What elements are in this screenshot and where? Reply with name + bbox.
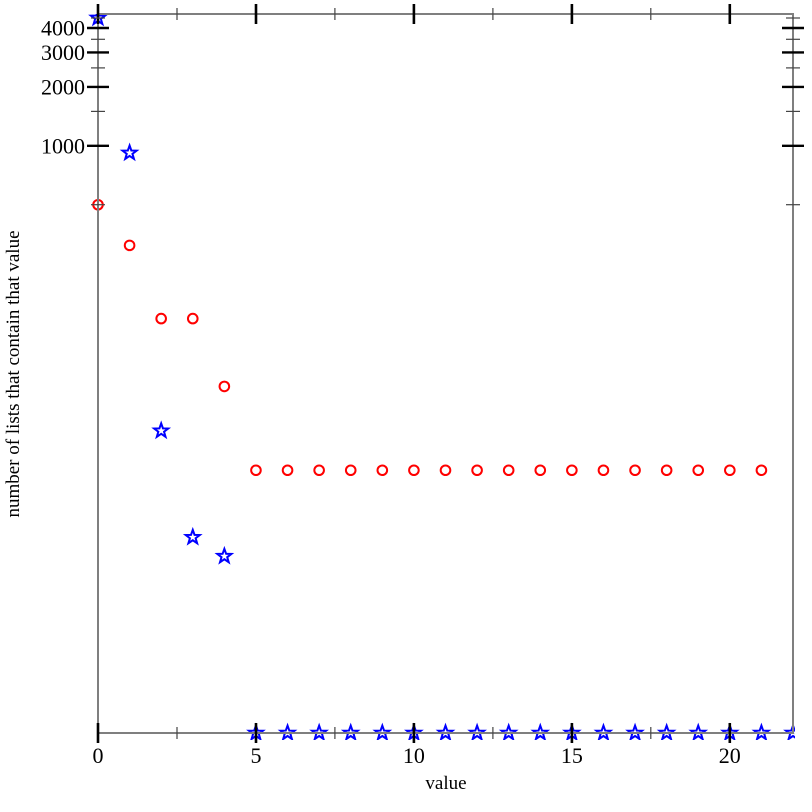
x-tick-label: 0: [93, 743, 104, 768]
data-point-red-circles: [123, 239, 136, 252]
x-axis-title: value: [425, 773, 467, 794]
data-point-red-circles: [755, 464, 768, 477]
data-point-blue-stars: [277, 722, 298, 740]
y-tick-label: 3000: [41, 40, 85, 65]
data-point-red-circles: [660, 464, 673, 477]
data-point-blue-stars: [625, 722, 645, 740]
x-tick-label: 15: [561, 743, 583, 768]
data-point-red-circles: [502, 464, 515, 477]
data-point-blue-stars: [467, 722, 487, 740]
y-tick-label: 4000: [41, 16, 85, 41]
data-point-blue-stars: [151, 420, 172, 440]
data-point-red-circles: [408, 464, 420, 477]
data-point-red-circles: [250, 464, 262, 477]
data-point-blue-stars: [214, 545, 235, 565]
data-point-blue-stars: [593, 722, 614, 740]
data-point-blue-stars: [309, 722, 330, 740]
x-tick-label: 5: [251, 743, 262, 768]
data-point-blue-stars: [372, 722, 393, 740]
data-point-blue-stars: [435, 722, 456, 740]
y-axis-title: number of lists that contain that value: [3, 230, 24, 518]
data-markers: [88, 14, 795, 740]
data-point-blue-stars: [751, 722, 772, 740]
data-point-red-circles: [281, 464, 294, 477]
plot-frame: [97, 13, 794, 734]
data-point-red-circles: [186, 312, 199, 325]
data-point-blue-stars: [688, 722, 709, 740]
data-point-red-circles: [313, 464, 325, 477]
data-point-red-circles: [629, 464, 641, 477]
data-point-blue-stars: [340, 722, 361, 740]
data-point-red-circles: [692, 464, 705, 477]
data-point-red-circles: [597, 464, 610, 477]
data-point-red-circles: [439, 464, 452, 477]
data-point-red-circles: [218, 380, 231, 393]
y-tick-label: 1000: [41, 133, 85, 158]
data-point-blue-stars: [656, 722, 677, 740]
data-point-red-circles: [155, 312, 167, 325]
data-point-blue-stars: [783, 722, 795, 740]
data-point-red-circles: [534, 464, 547, 477]
data-point-red-circles: [724, 464, 736, 477]
data-point-blue-stars: [498, 722, 519, 740]
data-point-red-circles: [344, 464, 357, 477]
data-point-blue-stars: [182, 526, 203, 546]
y-tick-label: 2000: [41, 74, 85, 99]
data-point-blue-stars: [119, 142, 140, 162]
data-point-red-circles: [471, 464, 483, 477]
data-point-red-circles: [566, 464, 578, 477]
x-tick-label: 10: [403, 743, 425, 768]
data-point-red-circles: [376, 464, 389, 477]
data-point-blue-stars: [530, 722, 551, 740]
x-tick-label: 20: [719, 743, 741, 768]
